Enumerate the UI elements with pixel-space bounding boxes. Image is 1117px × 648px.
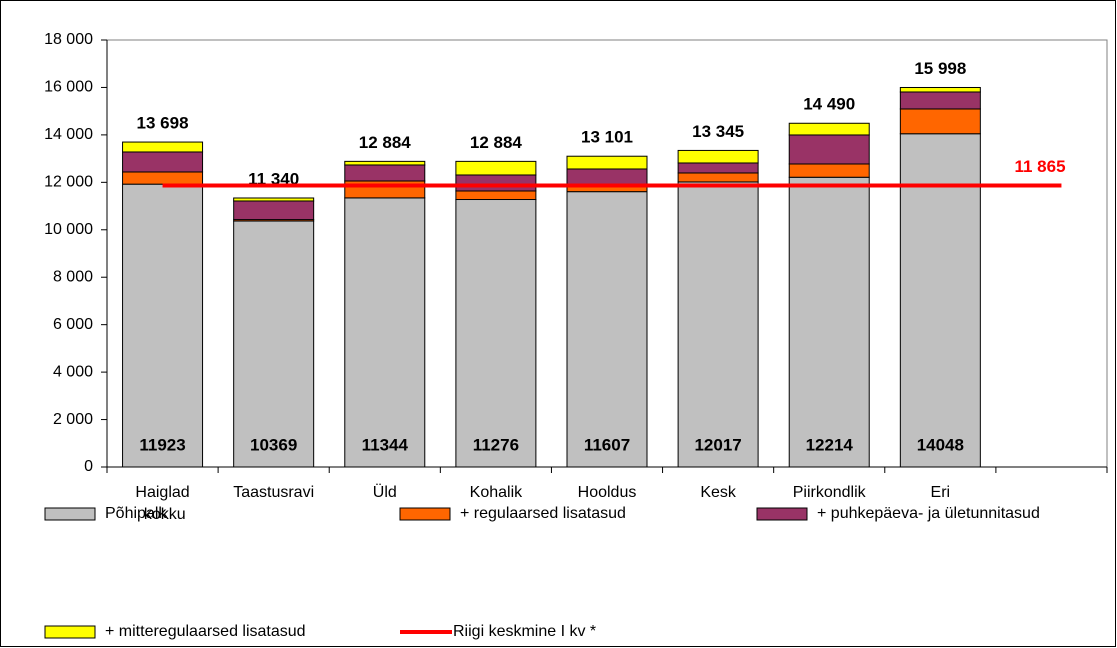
bar-segment bbox=[677, 162, 759, 174]
total-label: 13 101 bbox=[581, 128, 633, 147]
y-tick-label: 0 bbox=[84, 458, 93, 475]
x-tick-label: Üld bbox=[373, 483, 397, 501]
bar-segment bbox=[122, 151, 204, 173]
bar-segment bbox=[233, 220, 315, 468]
bar-segment bbox=[677, 149, 759, 164]
x-tick-label: Hooldus bbox=[578, 484, 637, 501]
legend-label: + regulaarsed lisatasud bbox=[460, 505, 626, 522]
bar-segment bbox=[566, 191, 648, 468]
bar-segment bbox=[899, 86, 981, 93]
bar-segment bbox=[233, 200, 315, 221]
legend-label: Põhipalk bbox=[105, 505, 167, 522]
total-label: 13 698 bbox=[137, 114, 189, 133]
bar-segment bbox=[566, 155, 648, 170]
reference-label: 11 865 bbox=[1014, 157, 1065, 176]
total-label: 12 884 bbox=[359, 133, 412, 152]
bar-segment bbox=[344, 180, 426, 199]
bar-segment bbox=[455, 190, 537, 201]
bar-segment bbox=[455, 199, 537, 468]
bar-segment bbox=[344, 164, 426, 182]
bar-segment bbox=[122, 171, 204, 185]
bar-segment bbox=[566, 168, 648, 186]
bar-segment bbox=[233, 197, 315, 202]
legend-swatch bbox=[44, 625, 96, 639]
x-tick-label: Taastusravi bbox=[233, 484, 314, 501]
x-tick-label: Eri bbox=[931, 484, 951, 501]
y-tick-label: 16 000 bbox=[44, 79, 93, 96]
legend-swatch bbox=[756, 507, 808, 521]
y-tick-label: 6 000 bbox=[53, 316, 93, 333]
bar-segment bbox=[899, 108, 981, 135]
base-label: 11923 bbox=[139, 435, 185, 454]
x-tick-label: Haiglad kokku bbox=[135, 484, 189, 523]
base-label: 11607 bbox=[584, 435, 630, 454]
base-label: 11344 bbox=[362, 435, 409, 454]
bar-segment bbox=[122, 183, 204, 468]
bar-segment bbox=[788, 122, 870, 136]
y-tick-label: 10 000 bbox=[44, 221, 93, 238]
x-tick-label: Kohalik bbox=[470, 484, 523, 501]
total-label: 15 998 bbox=[914, 59, 966, 78]
bar-segment bbox=[788, 134, 870, 165]
bar-segment bbox=[455, 160, 537, 176]
base-label: 14048 bbox=[917, 435, 964, 454]
y-tick-label: 8 000 bbox=[53, 268, 93, 285]
y-tick-label: 4 000 bbox=[53, 363, 93, 380]
legend-label: Riigi keskmine I kv * bbox=[453, 623, 596, 640]
bar-segment bbox=[677, 181, 759, 468]
y-tick-label: 2 000 bbox=[53, 411, 93, 428]
total-label: 14 490 bbox=[803, 95, 855, 114]
base-label: 11276 bbox=[473, 435, 519, 454]
base-label: 12017 bbox=[694, 435, 741, 454]
legend-swatch bbox=[44, 507, 96, 521]
bar-segment bbox=[788, 163, 870, 178]
legend-swatch bbox=[399, 507, 451, 521]
total-label: 12 884 bbox=[470, 133, 523, 152]
legend-label: + puhkepäeva- ja ületunnitasud bbox=[817, 505, 1040, 522]
base-label: 12214 bbox=[806, 435, 854, 454]
x-tick-label: Kesk bbox=[700, 484, 737, 501]
bar-segment bbox=[899, 91, 981, 110]
y-tick-label: 14 000 bbox=[44, 126, 93, 143]
bar-segment bbox=[344, 197, 426, 468]
bar-segment bbox=[788, 176, 870, 468]
bar-segment bbox=[899, 133, 981, 468]
legend-label: + mitteregulaarsed lisatasud bbox=[105, 623, 306, 640]
bar-segment bbox=[455, 174, 537, 192]
bar-segment bbox=[122, 141, 204, 153]
bar-segment bbox=[344, 160, 426, 166]
y-tick-label: 18 000 bbox=[44, 31, 93, 48]
y-tick-label: 12 000 bbox=[44, 174, 93, 191]
x-tick-label: Piirkondlik bbox=[793, 484, 867, 501]
base-label: 10369 bbox=[250, 435, 297, 454]
bar-segment bbox=[677, 172, 759, 183]
total-label: 13 345 bbox=[692, 122, 744, 141]
